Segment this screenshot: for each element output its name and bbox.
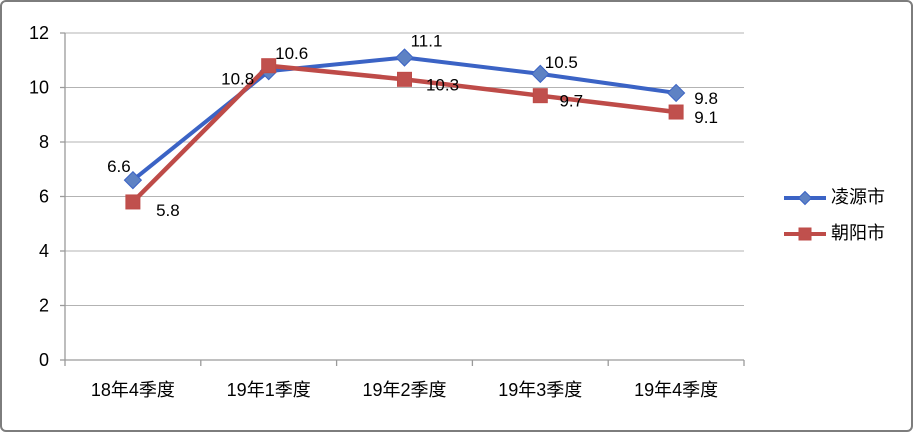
x-axis-label: 19年3季度 (498, 380, 582, 400)
y-tick-label: 6 (39, 187, 49, 207)
data-label: 9.7 (559, 92, 583, 111)
y-tick-label: 10 (29, 78, 49, 98)
data-label: 10.3 (426, 75, 459, 94)
y-tick-label: 0 (39, 350, 49, 370)
chaoyang-marker (397, 71, 412, 87)
lingyuan-marker (531, 64, 550, 84)
chaoyang-marker (125, 194, 141, 210)
lingyuan-series-swatch-icon (784, 190, 826, 205)
chaoyang-marker (668, 104, 684, 120)
data-label: 5.8 (156, 201, 180, 220)
legend-label-lingyuan: 凌源市 (831, 187, 885, 207)
data-label: 10.6 (275, 44, 308, 63)
legend-label-chaoyang: 朝阳市 (831, 223, 885, 243)
data-label: 9.1 (694, 108, 718, 127)
y-tick-label: 4 (39, 241, 49, 261)
legend-item-lingyuan: 凌源市 (783, 186, 885, 209)
legend-item-chaoyang: 朝阳市 (783, 222, 885, 245)
lingyuan-legend-marker-icon (797, 190, 813, 205)
chaoyang-legend-marker-icon (798, 227, 812, 240)
data-label: 6.6 (107, 157, 131, 176)
lingyuan-marker (123, 170, 143, 190)
y-tick-label: 2 (39, 296, 49, 316)
data-label: 10.8 (221, 70, 254, 89)
lingyuan-marker (395, 48, 414, 67)
x-axis-label: 19年2季度 (362, 380, 446, 400)
x-axis-label: 19年4季度 (634, 380, 718, 400)
chaoyang-series-swatch-icon (784, 227, 826, 240)
data-label: 10.5 (545, 53, 578, 72)
y-tick-label: 8 (39, 132, 49, 152)
y-tick-label: 12 (29, 23, 49, 43)
data-label: 9.8 (694, 89, 718, 108)
lingyuan-marker (666, 83, 686, 103)
legend: 凌源市 朝阳市 (783, 186, 885, 245)
chaoyang-marker (261, 58, 277, 74)
x-axis-label: 19年1季度 (227, 380, 311, 400)
data-label: 11.1 (411, 32, 443, 51)
x-axis-label: 18年4季度 (91, 380, 175, 400)
chaoyang-marker (532, 88, 548, 104)
